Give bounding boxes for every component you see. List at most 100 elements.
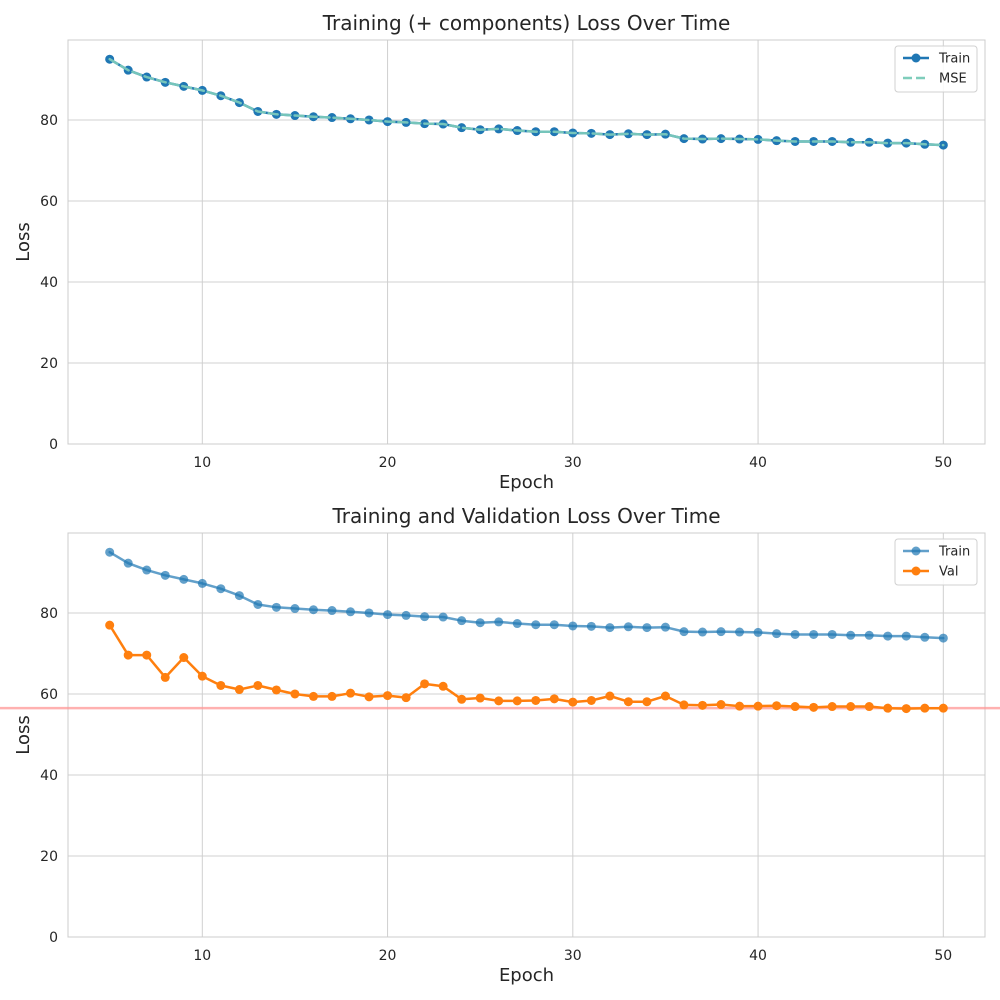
chart-0-x-tick-label: 10 [193, 455, 211, 471]
chart-1-point-val [383, 691, 393, 701]
chart-0-y-axis-label: Loss [13, 222, 34, 261]
chart-1-point-val [290, 689, 300, 699]
chart-1-point-train [179, 574, 189, 584]
chart-1-point-train [197, 578, 207, 588]
chart-training-validation: 10 20 30 40 50 0 20 40 60 80 Training and Valida… [0, 504, 1000, 986]
chart-0-plot-frame [67, 39, 986, 445]
chart-0-point-train [846, 137, 856, 147]
chart-1-point-train [735, 627, 745, 637]
chart-1-point-val [271, 685, 281, 695]
chart-1-point-val [827, 702, 837, 712]
chart-1-point-train [160, 570, 170, 580]
chart-1-point-train [827, 629, 837, 639]
chart-0-legend: Train MSE [894, 45, 978, 93]
chart-1-x-tick-label: 50 [934, 948, 952, 964]
chart-1-point-val [790, 702, 800, 712]
chart-1-point-train [883, 631, 893, 641]
chart-1-point-val [438, 681, 448, 691]
chart-1-point-train [846, 630, 856, 640]
chart-1-point-train [697, 627, 707, 637]
chart-1-point-val [938, 703, 948, 713]
chart-1-y-tick-label: 40 [40, 768, 58, 784]
chart-0-x-tick-label: 30 [564, 455, 582, 471]
chart-1-point-val [475, 693, 485, 703]
chart-1-point-train [772, 629, 782, 639]
chart-1-series-train [105, 547, 948, 643]
chart-1-point-train [938, 633, 948, 643]
chart-1-point-val [531, 695, 541, 705]
chart-1-point-val [660, 691, 670, 701]
chart-1-legend-entry-val: Val [903, 565, 958, 580]
chart-1-legend-label-val: Val [939, 565, 958, 580]
chart-1-point-val [586, 695, 596, 705]
chart-1-point-train [642, 623, 652, 633]
chart-1-point-train [605, 623, 615, 633]
chart-1-point-train [549, 620, 559, 630]
chart-1-line-val [108, 623, 945, 710]
chart-1-point-val [197, 671, 207, 681]
chart-1-series-val [105, 620, 948, 714]
chart-1-point-val [105, 620, 115, 630]
chart-1-y-axis-label: Loss [13, 715, 34, 754]
chart-1-point-val [883, 703, 893, 713]
chart-1-y-tick-label: 20 [40, 849, 58, 865]
chart-1-point-train [920, 632, 930, 642]
chart-1-point-train [457, 616, 467, 626]
chart-1-point-train [271, 602, 281, 612]
chart-1-x-tick-label: 40 [749, 948, 767, 964]
chart-0-series-mse [108, 57, 945, 147]
chart-1-point-train [753, 627, 763, 637]
chart-0-x-tick-label: 40 [749, 455, 767, 471]
chart-1-point-train [234, 591, 244, 601]
chart-1-point-train [346, 607, 356, 617]
chart-1-point-train [809, 629, 819, 639]
chart-1-point-train [401, 610, 411, 620]
chart-1-point-train [494, 617, 504, 627]
chart-0-legend-marker-train [911, 53, 921, 63]
chart-0-line-mse [108, 57, 945, 147]
chart-1-point-val [179, 653, 189, 663]
chart-0-y-ticks: 0 20 40 60 80 [40, 113, 58, 453]
chart-1-point-val [753, 701, 763, 711]
chart-1-legend-marker-val [911, 566, 921, 576]
chart-1-point-train [531, 620, 541, 630]
chart-1-legend: Train Val [894, 538, 978, 586]
chart-0-legend-label-train: Train [938, 52, 970, 67]
chart-1-legend-marker-train [911, 546, 921, 556]
chart-0-x-tick-label: 50 [934, 455, 952, 471]
chart-1-y-tick-label: 0 [49, 930, 58, 946]
chart-1-legend-entry-train: Train [903, 545, 970, 560]
chart-0-series [105, 54, 948, 150]
chart-1-point-val [457, 694, 467, 704]
chart-1-point-val [772, 701, 782, 711]
chart-1-point-val [549, 694, 559, 704]
chart-0-point-train [586, 128, 596, 138]
chart-1-point-val [623, 697, 633, 707]
chart-1-point-train [864, 630, 874, 640]
chart-1-point-train [142, 565, 152, 575]
chart-1-point-train [105, 547, 115, 557]
chart-1-x-ticks: 10 20 30 40 50 [193, 948, 952, 964]
chart-1-series [105, 547, 948, 714]
chart-1-y-ticks: 0 20 40 60 80 [40, 606, 58, 946]
chart-1-point-val [494, 696, 504, 706]
chart-1-point-val [735, 701, 745, 711]
chart-0-legend-entry-mse: MSE [903, 72, 967, 87]
chart-1-point-val [605, 691, 615, 701]
chart-1-point-train [383, 610, 393, 620]
chart-1-point-train [790, 629, 800, 639]
chart-0-y-tick-label: 20 [40, 356, 58, 372]
chart-1-point-val [642, 697, 652, 707]
chart-1-point-val [864, 702, 874, 712]
chart-1-legend-label-train: Train [938, 545, 970, 560]
chart-1-point-val [308, 691, 318, 701]
chart-0-y-tick-label: 60 [40, 194, 58, 210]
chart-1-point-val [401, 693, 411, 703]
chart-0-point-train [457, 123, 467, 133]
chart-1-point-train [679, 627, 689, 637]
chart-1-point-train [475, 618, 485, 628]
chart-1-point-val [253, 680, 263, 690]
chart-1-point-val [420, 679, 430, 689]
